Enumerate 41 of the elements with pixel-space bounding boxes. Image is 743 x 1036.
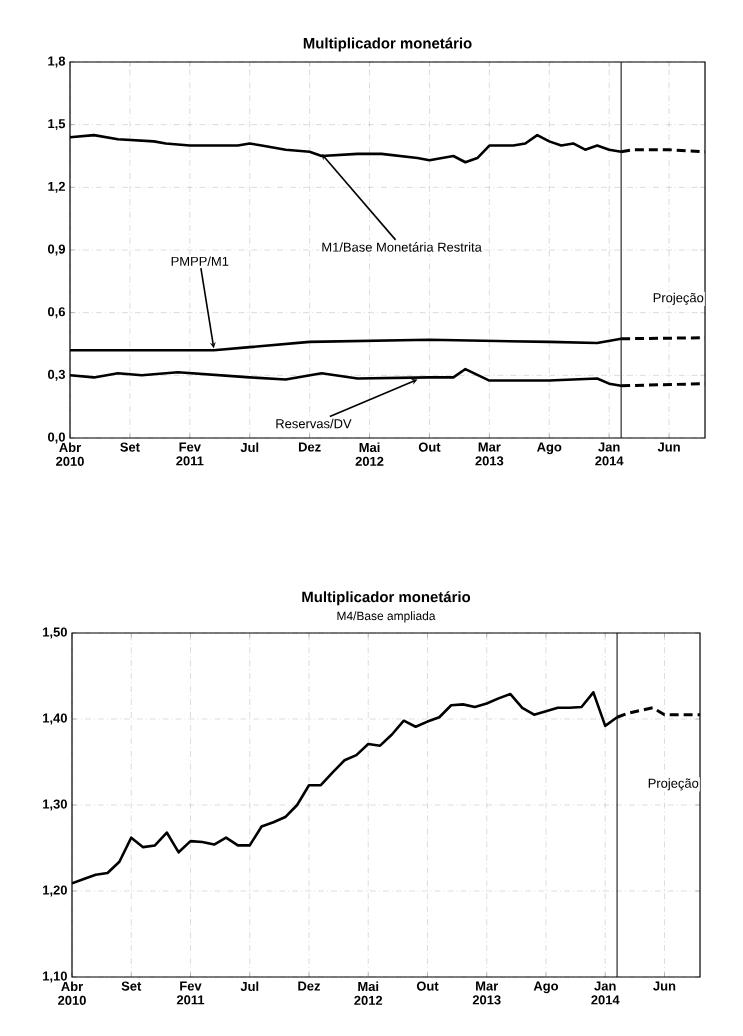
y-tick-label: 0,6 bbox=[48, 307, 66, 319]
y-tick-label: 1,10 bbox=[43, 971, 67, 983]
y-tick-label: 0,3 bbox=[48, 369, 66, 381]
chart-subtitle: M4/Base ampliada bbox=[337, 611, 436, 623]
ref-line-label: Projeção bbox=[648, 778, 699, 791]
x-tick-label: Mar 2013 bbox=[472, 981, 501, 1005]
y-tick-label: 1,5 bbox=[48, 119, 66, 131]
y-tick-label: 1,30 bbox=[43, 799, 67, 811]
x-tick-label: Jul bbox=[240, 981, 259, 992]
annotation: PMPP/M1 bbox=[171, 256, 229, 266]
ref-line-label: Projeção bbox=[653, 292, 704, 305]
chart-title: Multiplicador monetário bbox=[302, 591, 471, 606]
x-tick-label: Mai 2012 bbox=[354, 981, 383, 1005]
x-tick-label: Jan 2014 bbox=[591, 981, 620, 1005]
y-tick-label: 1,8 bbox=[48, 56, 66, 68]
y-tick-label: 0,9 bbox=[48, 244, 65, 256]
x-tick-label: Out bbox=[418, 442, 441, 452]
x-tick-label: Abr 2010 bbox=[58, 981, 86, 1005]
x-tick-label: Jun bbox=[653, 981, 676, 991]
y-tick-label: 1,40 bbox=[43, 713, 67, 725]
x-tick-label: Out bbox=[416, 981, 439, 991]
x-tick-label: Jul bbox=[240, 442, 259, 453]
x-tick-label: Fev 2011 bbox=[176, 981, 205, 1005]
annotation: Reservas/DV bbox=[276, 418, 352, 429]
x-tick-label: Fev 2011 bbox=[176, 442, 204, 466]
chart-title: Multiplicador monetário bbox=[303, 37, 472, 52]
x-tick-label: Jun bbox=[657, 442, 680, 452]
y-tick-label: 1,50 bbox=[43, 627, 67, 639]
x-tick-label: Jan 2014 bbox=[595, 442, 624, 466]
x-tick-label: Dez bbox=[298, 981, 321, 991]
x-tick-label: Set bbox=[121, 981, 142, 991]
y-tick-label: 1,2 bbox=[48, 181, 65, 193]
x-tick-label: Ago bbox=[536, 442, 562, 455]
y-tick-label: 1,20 bbox=[43, 885, 67, 897]
x-tick-label: Mar 2013 bbox=[475, 442, 504, 466]
annotation: M1/Base Monetária Restrita bbox=[322, 242, 482, 252]
y-tick-label: 0,0 bbox=[48, 432, 65, 444]
x-tick-label: Mai 2012 bbox=[355, 442, 384, 466]
x-tick-label: Set bbox=[120, 442, 140, 452]
x-tick-label: Ago bbox=[533, 981, 559, 994]
x-tick-label: Dez bbox=[298, 442, 321, 452]
